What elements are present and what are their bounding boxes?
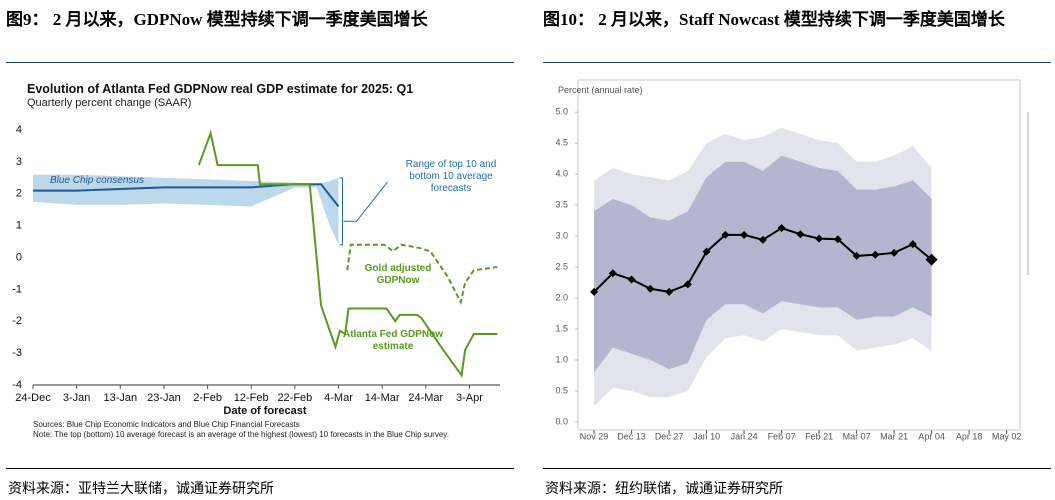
- x-tick-label: Mar 07: [843, 431, 871, 441]
- source-note: Note: The top (bottom) 10 average foreca…: [33, 430, 449, 439]
- marker: [608, 269, 617, 278]
- x-tick-label: Feb 21: [805, 431, 833, 441]
- x-tick-label: 24-Mar: [408, 392, 443, 404]
- x-tick-label: 3-Jan: [63, 392, 91, 404]
- marker: [777, 224, 786, 233]
- marker: [665, 287, 674, 296]
- x-tick-label: Dec 13: [617, 431, 646, 441]
- x-tick-label: Apr 18: [956, 431, 983, 441]
- divider: [6, 62, 514, 63]
- divider: [543, 468, 1051, 469]
- series-label: Blue Chip consensus: [50, 175, 144, 186]
- x-axis-label: Date of forecast: [223, 405, 307, 417]
- y-tick-label: 4.5: [555, 138, 568, 148]
- marker: [796, 230, 805, 239]
- series-line: [346, 243, 498, 306]
- x-tick-label: 14-Mar: [365, 392, 400, 404]
- marker: [833, 235, 842, 244]
- x-tick-label: 12-Feb: [234, 392, 269, 404]
- figure-caption: 图9： 2 月以来，GDPNow 模型持续下调一季度美国增长: [6, 10, 428, 29]
- marker: [740, 230, 749, 239]
- marker: [702, 247, 711, 256]
- x-tick-label: Apr 04: [918, 431, 945, 441]
- series-line: [197, 129, 498, 379]
- range-band: [33, 174, 339, 245]
- x-tick-label: Dec 27: [655, 431, 684, 441]
- x-tick-label: 2-Feb: [193, 392, 222, 404]
- marker: [908, 240, 917, 249]
- connector: [343, 181, 388, 222]
- band-annotation: Range of top 10 and bottom 10 average fo…: [405, 159, 497, 194]
- x-tick-label: Feb 07: [768, 431, 796, 441]
- y-tick-label: 5.0: [555, 107, 568, 117]
- x-tick-label: 23-Jan: [147, 392, 181, 404]
- y-tick-label: 1.5: [555, 323, 568, 333]
- y-tick-label: -3: [12, 347, 22, 359]
- source: 资料来源：亚特兰大联储，诚通证券研究所: [8, 482, 274, 497]
- marker: [890, 248, 899, 257]
- x-tick-label: Mar 21: [880, 431, 908, 441]
- x-tick-label: 4-Mar: [324, 392, 353, 404]
- source: 资料来源：纽约联储，诚通证券研究所: [545, 482, 783, 497]
- y-tick-label: -1: [12, 283, 22, 295]
- y-tick-label: 0.5: [555, 385, 568, 395]
- y-tick-label: 0: [16, 251, 22, 263]
- y-tick-label: 2.5: [555, 261, 568, 271]
- y-axis-label: Percent (annual rate): [558, 85, 643, 95]
- source-note: Sources: Blue Chip Economic Indicators a…: [33, 420, 300, 429]
- y-tick-label: 3: [16, 156, 22, 168]
- divider: [543, 62, 1051, 63]
- y-tick-label: 3.5: [555, 200, 568, 210]
- y-tick-label: 3.0: [555, 230, 568, 240]
- marker: [852, 251, 861, 260]
- y-tick-label: 2: [16, 188, 22, 200]
- marker: [871, 250, 880, 259]
- chart-title: Evolution of Atlanta Fed GDPNow real GDP…: [27, 82, 414, 96]
- plot-frame: [577, 79, 1021, 431]
- range-band: [594, 155, 932, 373]
- marker: [815, 234, 824, 243]
- marker: [646, 284, 655, 293]
- series-label: Atlanta Fed GDPNow estimate: [342, 329, 443, 352]
- y-tick-label: 2.0: [555, 292, 568, 302]
- y-tick-label: 1: [16, 220, 22, 232]
- y-tick-label: 1.0: [555, 354, 568, 364]
- x-tick-label: 24-Dec: [15, 392, 51, 404]
- range-bracket: [339, 177, 344, 246]
- x-tick-label: May 02: [992, 431, 1022, 441]
- y-tick-label: 4.0: [555, 169, 568, 179]
- y-tick-label: 4: [16, 124, 22, 136]
- marker: [683, 280, 692, 289]
- x-tick-label: 22-Feb: [277, 392, 312, 404]
- marker: [925, 253, 938, 266]
- x-tick-label: Jan 24: [731, 431, 758, 441]
- marker: [758, 235, 767, 244]
- x-tick-label: Jan 10: [693, 431, 720, 441]
- y-tick-label: -2: [12, 315, 22, 327]
- y-tick-label: 0.0: [555, 416, 568, 426]
- x-tick-label: 13-Jan: [103, 392, 137, 404]
- series-line: [33, 183, 340, 208]
- series-label: Gold adjusted GDPNow: [364, 263, 432, 286]
- marker: [590, 287, 599, 296]
- divider: [6, 468, 514, 469]
- chart-subtitle: Quarterly percent change (SAAR): [27, 97, 192, 109]
- x-tick-label: 3-Apr: [456, 392, 483, 404]
- marker: [627, 275, 636, 284]
- marker: [721, 230, 730, 239]
- x-tick-label: Nov 29: [580, 431, 609, 441]
- figure-caption: 图10： 2 月以来，Staff Nowcast 模型持续下调一季度美国增长: [543, 10, 1005, 29]
- y-tick-label: -4: [12, 379, 22, 391]
